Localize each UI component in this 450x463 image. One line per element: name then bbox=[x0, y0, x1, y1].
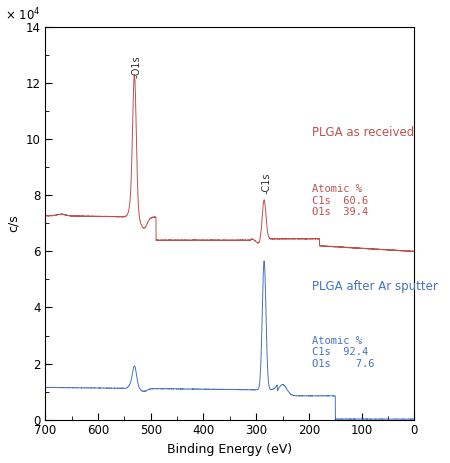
Text: $\times$ 10$^4$: $\times$ 10$^4$ bbox=[5, 6, 40, 23]
Text: Atomic %
C1s  60.6
O1s  39.4: Atomic % C1s 60.6 O1s 39.4 bbox=[311, 184, 368, 217]
Text: PLGA after Ar sputter: PLGA after Ar sputter bbox=[311, 281, 437, 294]
Text: -C1s: -C1s bbox=[261, 172, 271, 194]
Text: Atomic %
C1s  92.4
O1s    7.6: Atomic % C1s 92.4 O1s 7.6 bbox=[311, 336, 374, 369]
X-axis label: Binding Energy (eV): Binding Energy (eV) bbox=[167, 443, 292, 456]
Text: -O1s: -O1s bbox=[131, 55, 142, 78]
Text: PLGA as received: PLGA as received bbox=[311, 126, 414, 139]
Y-axis label: c/s: c/s bbox=[7, 214, 20, 232]
